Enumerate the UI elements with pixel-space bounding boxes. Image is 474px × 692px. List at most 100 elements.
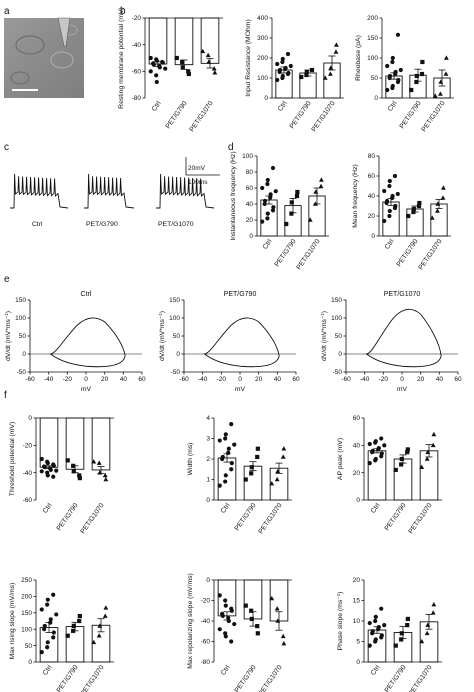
data-point-f6 — [419, 638, 425, 644]
data-point-f3 — [367, 461, 372, 466]
x-tick-label: 20 — [417, 376, 425, 383]
data-point-b3 — [390, 83, 395, 89]
phase-loop — [365, 308, 442, 368]
category-label: Ctrl — [151, 100, 163, 113]
data-point-f5 — [275, 618, 281, 623]
data-point-f1 — [42, 465, 47, 470]
data-point-d2 — [384, 198, 390, 204]
data-point-f1 — [51, 463, 56, 468]
x-tick-label: 60 — [454, 376, 462, 383]
category-label: PET/G790 — [56, 502, 80, 532]
data-point-f6 — [393, 643, 398, 648]
x-tick-label: 0 — [238, 376, 242, 383]
phase-plot-1: -50 0 50 100 150 -60 -40 -20 0 20 40 60 mV dV/dt (mV*… — [159, 291, 300, 393]
panel-letter-a: a — [4, 6, 10, 17]
phase-plot-2: -50 0 50 100 150 -60 -40 -20 0 20 40 60 mV dV/dt (mV*… — [321, 291, 462, 393]
y-tick-label: -80 — [132, 95, 142, 102]
data-point-b1 — [206, 59, 212, 64]
bar-chart-d2: 0 20 40 60 80 Mean frequency (Hz) Ctrl PET/G790… — [352, 153, 451, 271]
data-point-f2 — [249, 465, 254, 470]
category-label: PET/G790 — [56, 664, 80, 692]
y-tick-label: 80 — [246, 169, 254, 176]
data-point-b2 — [275, 61, 280, 67]
data-point-b3 — [443, 71, 449, 76]
y-tick-label: 60 — [368, 173, 376, 180]
y-tick-label: -50 — [171, 369, 181, 376]
data-point-f5 — [243, 603, 248, 608]
y-tick-label: 50 — [19, 333, 27, 340]
action-potential-trace-ctrl — [10, 173, 69, 209]
data-point-d2 — [382, 188, 387, 194]
data-point-f5 — [255, 624, 260, 629]
data-point-f1 — [45, 461, 50, 466]
data-point-f1 — [71, 469, 76, 474]
data-point-d1 — [270, 165, 276, 171]
category-label: Ctrl — [387, 100, 399, 113]
data-point-f5 — [280, 633, 286, 639]
y-tick-label: 0 — [264, 95, 268, 102]
data-point-d1 — [307, 217, 313, 222]
y-tick-label: 200 — [21, 594, 32, 601]
category-label: Ctrl — [220, 664, 232, 677]
y-axis-label-d2: Mean frequency (Hz) — [352, 164, 359, 227]
data-point-d1 — [284, 221, 289, 227]
category-label: PET/G1070 — [408, 664, 434, 692]
data-point-b2 — [283, 65, 288, 71]
bar-chart-f5: 0 -20 -40 -60 -80 Max repolarizing slope (mV/… — [187, 573, 292, 692]
data-point-d2 — [382, 218, 387, 224]
data-point-b1 — [157, 65, 162, 70]
panel-letter-e: e — [4, 274, 10, 285]
data-point-b3 — [438, 79, 444, 84]
data-point-f2 — [217, 483, 222, 488]
action-potential-trace-pet-g1070 — [156, 173, 215, 209]
data-point-f2 — [223, 432, 228, 437]
data-point-f6 — [373, 618, 378, 624]
data-point-d1 — [262, 198, 268, 203]
y-axis-label-b3: Rheobase (pA) — [355, 35, 362, 81]
data-point-d2 — [387, 178, 392, 184]
data-point-f3 — [424, 456, 430, 461]
data-point-b1 — [148, 69, 153, 74]
data-point-f3 — [419, 464, 425, 469]
y-tick-label: 2 — [206, 456, 210, 463]
data-point-f4 — [65, 633, 70, 638]
data-point-f3 — [382, 443, 387, 448]
data-point-b3 — [420, 59, 425, 65]
data-point-d1 — [260, 185, 265, 191]
category-label: PET/G790 — [165, 100, 189, 130]
y-tick-label: 0 — [176, 351, 180, 358]
data-point-f4 — [48, 617, 53, 622]
data-point-d1 — [318, 183, 324, 189]
data-point-d2 — [416, 203, 422, 209]
category-label: PET/G790 — [234, 502, 258, 532]
data-point-f5 — [229, 639, 234, 644]
bar-chart-b2: 0 100 200 300 400 Input Resistance (MOhm) Ctrl… — [245, 15, 344, 133]
y-tick-label: 0 — [374, 95, 378, 102]
x-tick-label: -20 — [379, 376, 389, 383]
data-point-f1 — [54, 468, 59, 473]
category-label: PET/G790 — [399, 100, 423, 130]
y-tick-label: 50 — [371, 75, 379, 82]
y-tick-label: 0 — [206, 497, 210, 504]
data-point-d1 — [318, 177, 324, 182]
data-point-b3 — [396, 77, 401, 83]
data-point-d2 — [387, 183, 392, 189]
y-tick-label: -60 — [132, 69, 142, 76]
data-point-b2 — [322, 75, 328, 80]
data-point-f6 — [382, 623, 387, 628]
data-point-d2 — [393, 203, 398, 209]
data-point-b1 — [200, 48, 206, 54]
y-tick-label: 100 — [367, 55, 378, 62]
data-point-d2 — [440, 185, 446, 190]
y-tick-label: 0 — [371, 233, 375, 240]
category-label: PET/G1070 — [80, 502, 106, 535]
data-point-f3 — [425, 449, 431, 454]
data-point-f2 — [280, 454, 286, 459]
data-point-b3 — [385, 87, 390, 93]
x-tick-label: 40 — [436, 376, 444, 383]
x-tick-label: 20 — [255, 376, 263, 383]
data-point-b3 — [395, 32, 401, 37]
y-tick-label: 0 — [22, 351, 26, 358]
y-tick-label: 0 — [28, 659, 32, 666]
category-label: PET/G1070 — [418, 238, 444, 271]
